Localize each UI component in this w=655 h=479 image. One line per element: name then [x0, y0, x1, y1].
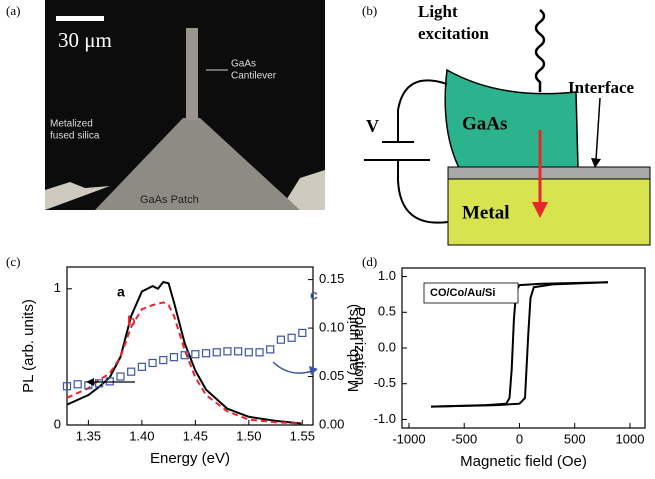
arrow	[273, 362, 312, 373]
plot-frame	[67, 267, 313, 425]
data-point	[235, 348, 242, 355]
annotation: c	[310, 287, 318, 303]
data-point	[267, 346, 274, 353]
x-tick-label: 1.45	[183, 428, 208, 443]
data-point	[149, 359, 156, 366]
x-axis-label: Magnetic field (Oe)	[460, 453, 587, 470]
interface-label: Interface	[568, 78, 635, 97]
light-label: excitation	[418, 24, 489, 43]
data-point	[213, 349, 220, 356]
x-tick-label: 0	[516, 431, 523, 446]
data-point	[203, 350, 210, 357]
y2-tick-label: 0.15	[319, 271, 344, 286]
y-axis-label: PL (arb. units)	[20, 299, 37, 393]
light-label: Light	[418, 2, 458, 21]
metal-label: Metal	[462, 202, 509, 223]
x-tick-label: -500	[451, 431, 477, 446]
y-tick-label: -0.5	[374, 375, 396, 390]
annotation: a	[117, 284, 125, 300]
y-axis-label: M (arb. units)	[345, 304, 362, 392]
data-point	[74, 381, 81, 388]
x-tick-label: 1000	[616, 431, 645, 446]
patch-label: GaAs Patch	[140, 194, 199, 206]
panel-label: (a)	[6, 3, 20, 18]
arrow-head	[86, 378, 94, 386]
x-axis-label: Energy (eV)	[150, 450, 230, 467]
y2-tick-label: 0.05	[319, 368, 344, 383]
data-point	[288, 334, 295, 341]
substrate-label: fused silica	[50, 131, 100, 142]
figure: (a) 30 μm GaAs Cantilever Metalized fuse…	[0, 0, 655, 479]
substrate-label: Metalized	[50, 119, 93, 130]
data-point	[256, 349, 263, 356]
data-point	[128, 368, 135, 375]
x-tick-label: 1.50	[236, 428, 261, 443]
y-tick-label: 1.0	[378, 268, 396, 283]
y-tick-label: 0.0	[378, 339, 396, 354]
gaas-label: GaAs	[462, 113, 507, 134]
data-point	[277, 336, 284, 343]
x-tick-label: 1.35	[76, 428, 101, 443]
data-point	[192, 351, 199, 358]
y-tick-label: 0.5	[378, 304, 396, 319]
y-tick-label: 1	[54, 280, 61, 295]
y2-tick-label: 0.10	[319, 320, 344, 335]
data-point	[245, 349, 252, 356]
panel-label: (c)	[6, 254, 20, 269]
data-point	[160, 357, 167, 364]
x-tick-label: -1000	[392, 431, 425, 446]
annotation: b	[127, 313, 136, 329]
cantilever-label: Cantilever	[231, 71, 277, 82]
y-tick-label: -1.0	[374, 411, 396, 426]
y-tick-label: 0	[54, 416, 61, 431]
panel-label: (b)	[362, 3, 377, 18]
data-point	[117, 373, 124, 380]
voltage-label: V	[366, 116, 379, 136]
x-tick-label: 1.40	[129, 428, 154, 443]
y2-tick-label: 0.00	[319, 416, 344, 431]
annotation: CO/Co/Au/Si	[430, 287, 495, 299]
data-point	[138, 363, 145, 370]
data-point	[224, 348, 231, 355]
x-tick-label: 500	[564, 431, 586, 446]
data-point	[299, 329, 306, 336]
panel-label: (d)	[362, 254, 377, 269]
scale-bar-label: 30 μm	[58, 28, 112, 52]
cantilever-label: GaAs	[231, 59, 256, 70]
data-point	[170, 354, 177, 361]
series-line	[67, 302, 302, 423]
x-tick-label: 1.55	[290, 428, 315, 443]
